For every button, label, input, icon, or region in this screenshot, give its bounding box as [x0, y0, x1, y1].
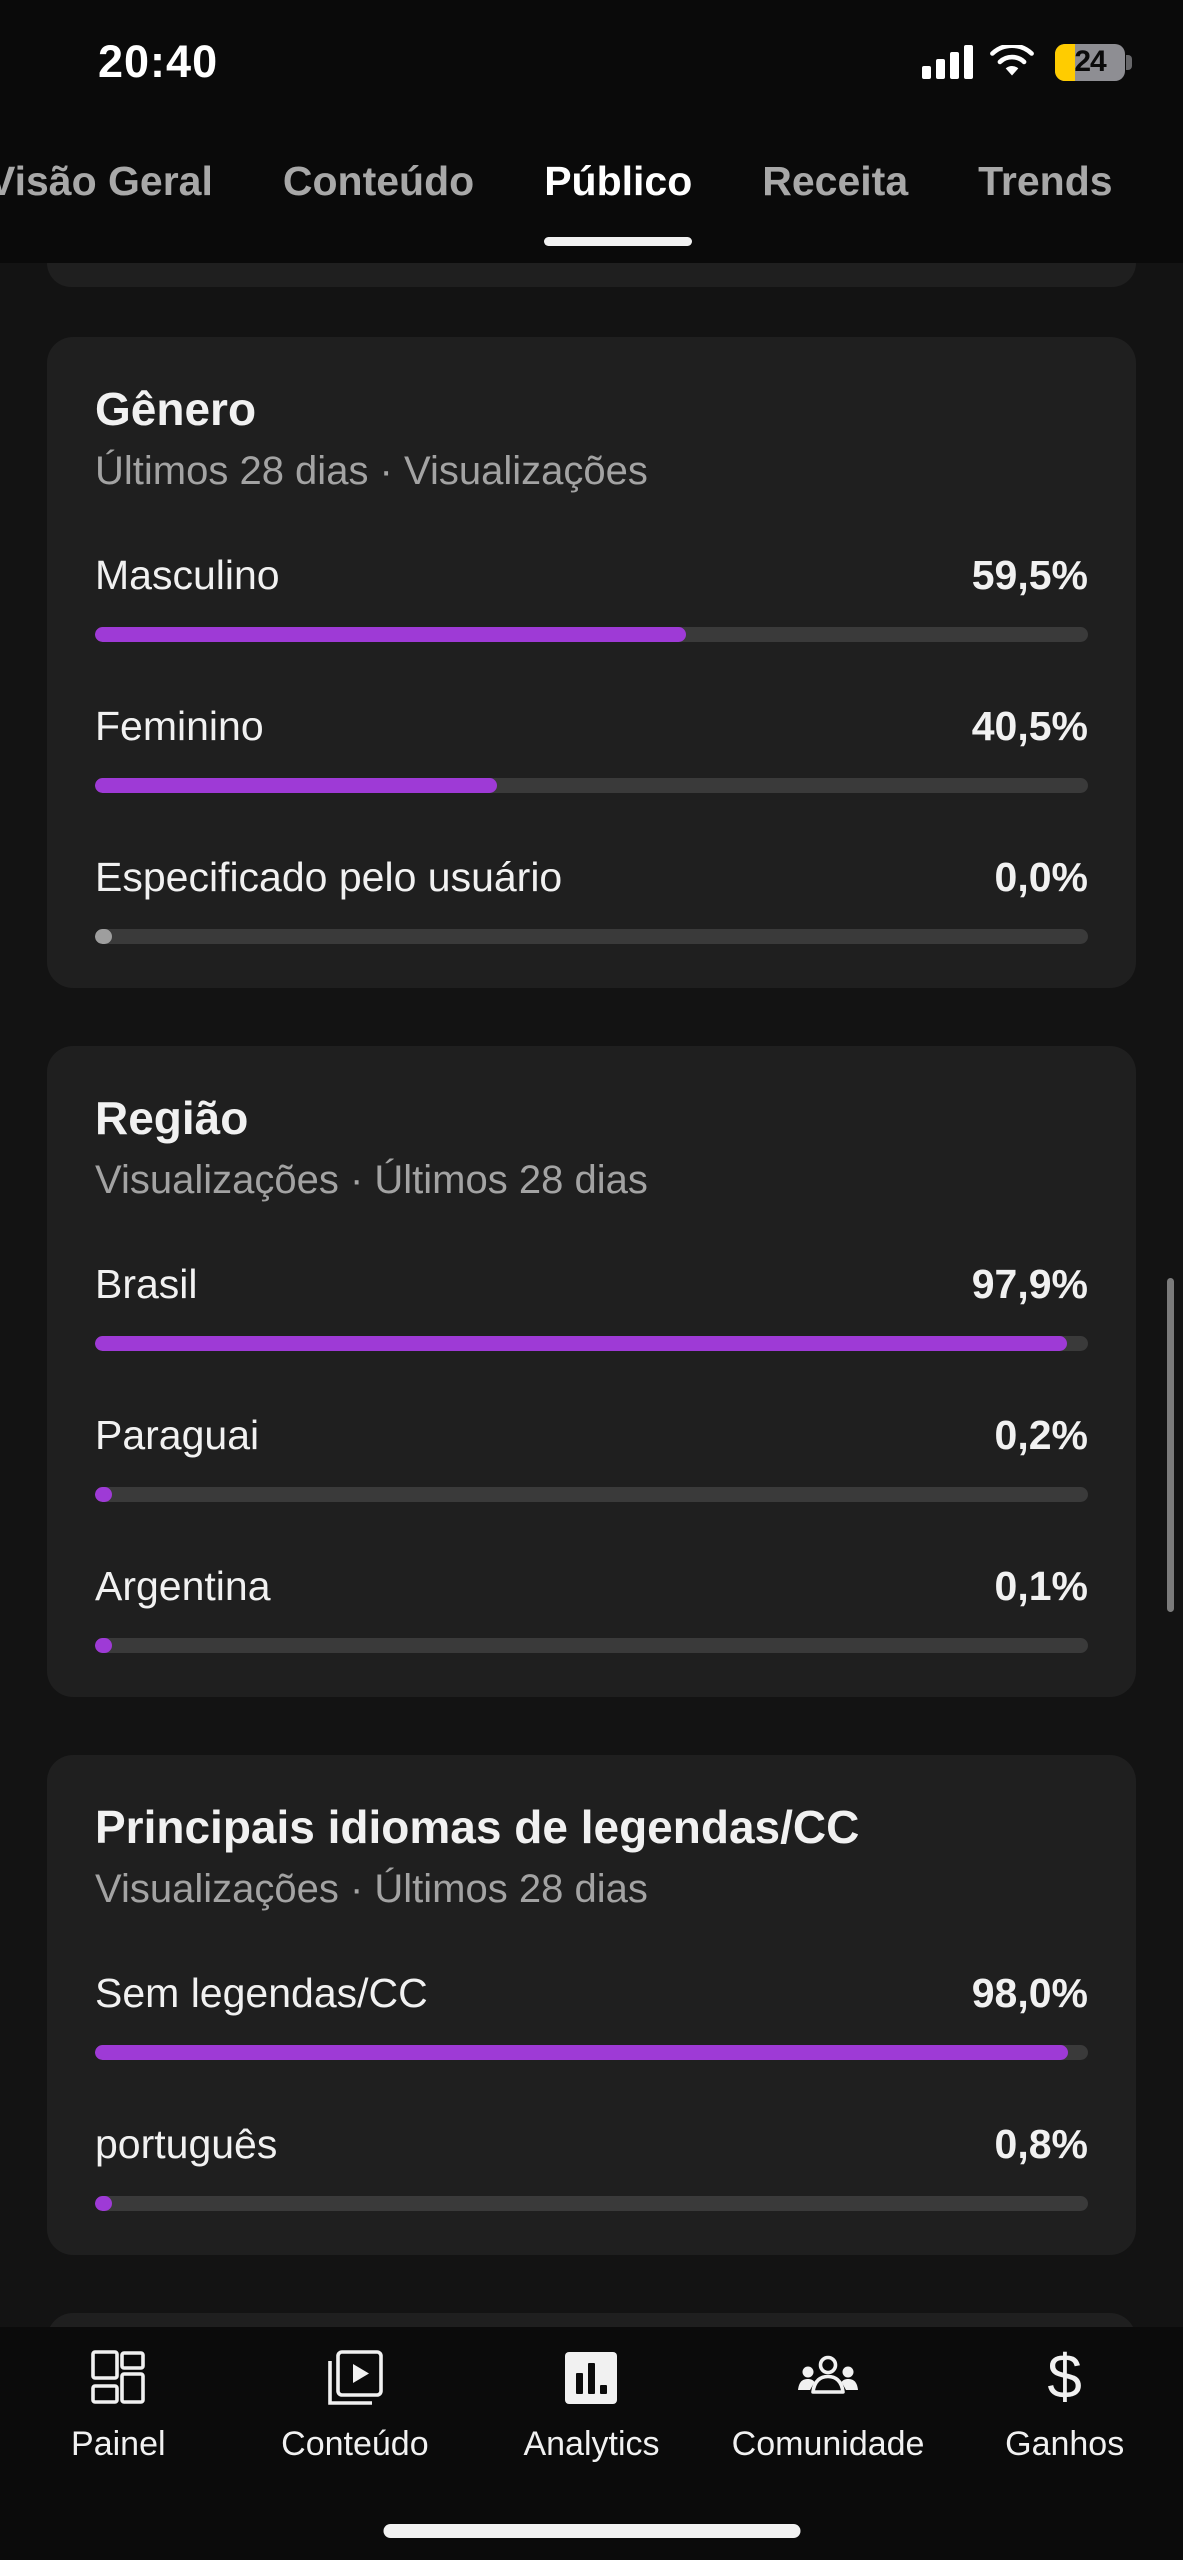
home-indicator[interactable]	[383, 2524, 800, 2538]
tab-conteudo[interactable]: Conteúdo	[282, 158, 475, 204]
metric-row: Paraguai 0,2%	[95, 1407, 1088, 1502]
metric-label: Feminino	[95, 703, 264, 749]
metric-value: 97,9%	[971, 1261, 1088, 1307]
nav-label: Comunidade	[731, 2425, 925, 2463]
content-icon	[327, 2349, 383, 2407]
card-title: Gênero	[95, 383, 257, 435]
card-idiomas-legendas: Principais idiomas de legendas/CC Visual…	[47, 1755, 1136, 2255]
scrollbar-thumb[interactable]	[1167, 1278, 1174, 1612]
card-subtitle: Visualizações · Últimos 28 dias	[95, 1867, 648, 1911]
progress-track	[95, 2045, 1088, 2060]
metric-label: Especificado pelo usuário	[95, 854, 563, 900]
previous-card-bottom	[47, 263, 1136, 287]
progress-fill	[95, 2196, 112, 2211]
progress-fill	[95, 1487, 112, 1502]
metric-value: 0,8%	[994, 2121, 1088, 2167]
metric-row: Feminino 40,5%	[95, 698, 1088, 793]
nav-label: Painel	[71, 2425, 166, 2463]
status-time: 20:40	[98, 36, 219, 87]
metric-value: 0,0%	[994, 854, 1088, 900]
metric-row: português 0,8%	[95, 2116, 1088, 2211]
metric-label: Sem legendas/CC	[95, 1970, 428, 2016]
nav-label: Conteúdo	[281, 2425, 429, 2463]
progress-track	[95, 2196, 1088, 2211]
cellular-signal-icon	[922, 45, 973, 79]
tab-visao-geral[interactable]: Visão Geral	[0, 158, 213, 204]
progress-track	[95, 1638, 1088, 1653]
metric-label: português	[95, 2121, 278, 2167]
wifi-icon	[989, 43, 1035, 79]
progress-fill	[95, 1638, 112, 1653]
nav-item-comunidade[interactable]: Comunidade	[728, 2349, 928, 2464]
nav-item-ganhos[interactable]: $ Ganhos	[965, 2343, 1165, 2464]
progress-track	[95, 929, 1088, 944]
card-regiao: Região Visualizações · Últimos 28 dias B…	[47, 1046, 1136, 1697]
nav-item-conteudo[interactable]: Conteúdo	[255, 2349, 455, 2464]
metric-value: 0,2%	[994, 1412, 1088, 1458]
progress-fill	[95, 1336, 1068, 1351]
community-icon	[796, 2349, 860, 2407]
metric-row: Masculino 59,5%	[95, 547, 1088, 642]
metric-label: Argentina	[95, 1563, 271, 1609]
card-genero: Gênero Últimos 28 dias · Visualizações M…	[47, 337, 1136, 988]
metric-value: 40,5%	[971, 703, 1088, 749]
metric-row: Brasil 97,9%	[95, 1256, 1088, 1351]
progress-track	[95, 778, 1088, 793]
nav-item-analytics[interactable]: Analytics	[491, 2349, 691, 2464]
nav-item-painel[interactable]: Painel	[18, 2349, 218, 2464]
progress-track	[95, 1336, 1088, 1351]
progress-fill	[95, 2045, 1069, 2060]
metric-value: 0,1%	[994, 1563, 1088, 1609]
metric-row: Argentina 0,1%	[95, 1558, 1088, 1653]
dollar-icon: $	[1047, 2343, 1082, 2412]
battery-fill	[1055, 43, 1075, 81]
status-bar: 20:40 24	[0, 24, 1183, 100]
card-title: Região	[95, 1092, 249, 1144]
analytics-icon-active	[565, 2349, 618, 2407]
metric-label: Masculino	[95, 552, 280, 598]
progress-fill	[95, 778, 498, 793]
nav-label: Ganhos	[1005, 2425, 1125, 2463]
nav-label: Analytics	[523, 2425, 660, 2463]
battery-icon: 24	[1055, 43, 1132, 81]
tab-receita[interactable]: Receita	[762, 158, 909, 204]
card-subtitle: Últimos 28 dias · Visualizações	[95, 449, 648, 493]
card-subtitle: Visualizações · Últimos 28 dias	[95, 1158, 648, 1202]
tab-publico[interactable]: Público	[544, 158, 693, 246]
metric-value: 59,5%	[971, 552, 1088, 598]
bottom-nav-bar: Painel Conteúdo Analytics	[0, 2327, 1183, 2560]
progress-track	[95, 1487, 1088, 1502]
scroll-content[interactable]: Gênero Últimos 28 dias · Visualizações M…	[0, 263, 1183, 2423]
metric-row: Especificado pelo usuário 0,0%	[95, 849, 1088, 944]
card-title: Principais idiomas de legendas/CC	[95, 1801, 860, 1853]
metric-label: Paraguai	[95, 1412, 260, 1458]
tab-trends[interactable]: Trends	[978, 158, 1113, 204]
dashboard-icon	[91, 2349, 146, 2407]
progress-fill	[95, 929, 112, 944]
analytics-tab-bar: Visão Geral Conteúdo Público Receita Tre…	[0, 100, 1171, 263]
metric-label: Brasil	[95, 1261, 198, 1307]
progress-track	[95, 627, 1088, 642]
metric-value: 98,0%	[971, 1970, 1088, 2016]
battery-percent: 24	[1074, 45, 1106, 78]
app-header: 20:40 24 Visão Geral Conteúdo Público	[0, 0, 1183, 263]
metric-row: Sem legendas/CC 98,0%	[95, 1965, 1088, 2060]
status-icons: 24	[922, 43, 1132, 81]
progress-fill	[95, 627, 686, 642]
